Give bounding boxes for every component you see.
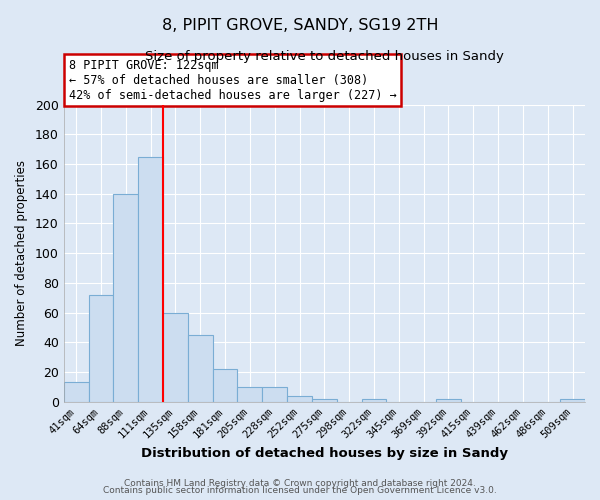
Title: Size of property relative to detached houses in Sandy: Size of property relative to detached ho…	[145, 50, 504, 63]
Bar	[188, 335, 212, 402]
Bar	[362, 398, 386, 402]
Bar	[287, 396, 312, 402]
Bar	[64, 382, 89, 402]
Text: 8, PIPIT GROVE, SANDY, SG19 2TH: 8, PIPIT GROVE, SANDY, SG19 2TH	[162, 18, 438, 32]
Text: Contains HM Land Registry data © Crown copyright and database right 2024.: Contains HM Land Registry data © Crown c…	[124, 478, 476, 488]
X-axis label: Distribution of detached houses by size in Sandy: Distribution of detached houses by size …	[141, 447, 508, 460]
Bar	[89, 294, 113, 402]
Bar	[212, 369, 238, 402]
Bar	[560, 398, 585, 402]
Bar	[262, 387, 287, 402]
Text: Contains public sector information licensed under the Open Government Licence v3: Contains public sector information licen…	[103, 486, 497, 495]
Bar	[436, 398, 461, 402]
Bar	[238, 387, 262, 402]
Bar	[312, 398, 337, 402]
Bar	[163, 312, 188, 402]
Bar	[113, 194, 138, 402]
Text: 8 PIPIT GROVE: 122sqm
← 57% of detached houses are smaller (308)
42% of semi-det: 8 PIPIT GROVE: 122sqm ← 57% of detached …	[69, 58, 397, 102]
Y-axis label: Number of detached properties: Number of detached properties	[15, 160, 28, 346]
Bar	[138, 156, 163, 402]
